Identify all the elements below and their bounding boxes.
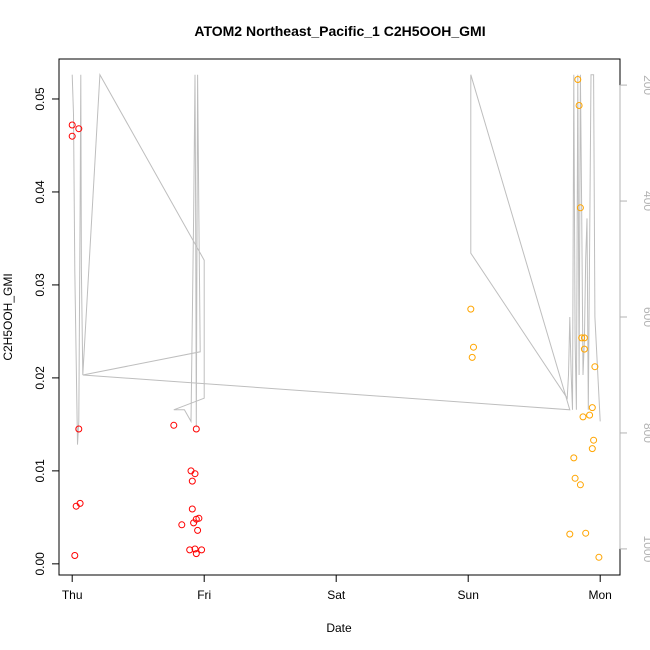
y-tick-label: 0.00 bbox=[33, 552, 47, 576]
data-point bbox=[188, 505, 196, 513]
data-point bbox=[190, 519, 198, 527]
data-point bbox=[575, 102, 583, 109]
x-tick-label: Fri bbox=[197, 588, 211, 602]
data-point bbox=[576, 204, 584, 212]
data-point bbox=[194, 526, 202, 534]
data-point bbox=[579, 413, 587, 421]
data-point bbox=[470, 343, 477, 351]
x-tick-label: Thu bbox=[62, 588, 83, 602]
y2-tick-label: 800 bbox=[641, 423, 650, 443]
data-point bbox=[191, 470, 199, 478]
data-point bbox=[186, 546, 194, 554]
x-axis: Thu Fri Sat Sun Mon bbox=[62, 574, 612, 602]
data-point bbox=[588, 445, 596, 453]
y-tick-label: 0.03 bbox=[33, 273, 47, 297]
y-tick-label: 0.02 bbox=[33, 366, 47, 390]
y2-tick-label: 200 bbox=[641, 75, 650, 95]
data-point bbox=[76, 499, 84, 507]
data-point bbox=[68, 132, 76, 140]
data-point bbox=[467, 305, 475, 313]
data-point bbox=[68, 121, 76, 129]
y2-axis: 200 400 600 800 1000 bbox=[619, 75, 650, 563]
data-point bbox=[198, 546, 206, 554]
plot-frame bbox=[58, 58, 621, 576]
x-tick-label: Mon bbox=[589, 588, 612, 602]
data-point bbox=[75, 125, 83, 133]
data-point bbox=[468, 353, 476, 361]
data-point bbox=[195, 514, 203, 522]
data-point bbox=[192, 425, 200, 433]
y2-tick-label: 600 bbox=[641, 307, 650, 327]
y-tick-label: 0.01 bbox=[33, 459, 47, 483]
pressure-profile-lines bbox=[71, 72, 601, 445]
data-point bbox=[588, 404, 596, 412]
data-point bbox=[576, 481, 584, 489]
data-point bbox=[586, 411, 594, 419]
data-point bbox=[75, 425, 83, 433]
data-point bbox=[578, 334, 586, 342]
data-point bbox=[170, 421, 178, 429]
data-points bbox=[68, 76, 603, 561]
data-point bbox=[580, 345, 588, 353]
data-point bbox=[71, 552, 79, 559]
data-point bbox=[188, 477, 196, 485]
x-tick-label: Sun bbox=[458, 588, 479, 602]
data-point bbox=[574, 76, 582, 83]
y-axis: 0.00 0.01 0.02 0.03 0.04 0.05 bbox=[33, 87, 60, 576]
data-point bbox=[595, 553, 603, 561]
y-axis-label: C2H5OOH_GMI bbox=[1, 273, 15, 360]
data-point bbox=[570, 454, 578, 462]
data-point bbox=[192, 550, 200, 558]
data-point bbox=[590, 436, 598, 444]
x-tick-label: Sat bbox=[327, 588, 346, 602]
chart-title: ATOM2 Northeast_Pacific_1 C2H5OOH_GMI bbox=[194, 23, 485, 39]
y-tick-label: 0.04 bbox=[33, 180, 47, 204]
data-point bbox=[191, 545, 199, 553]
x-axis-label: Date bbox=[326, 621, 352, 635]
data-point bbox=[571, 474, 579, 482]
y2-tick-label: 400 bbox=[641, 191, 650, 211]
data-point bbox=[591, 363, 599, 371]
data-point bbox=[580, 334, 588, 342]
data-point bbox=[178, 521, 186, 529]
y-tick-label: 0.05 bbox=[33, 87, 47, 111]
pressure-profile-line bbox=[71, 72, 601, 445]
data-point bbox=[582, 529, 590, 537]
y2-tick-label: 1000 bbox=[641, 536, 650, 563]
data-point bbox=[566, 530, 574, 538]
